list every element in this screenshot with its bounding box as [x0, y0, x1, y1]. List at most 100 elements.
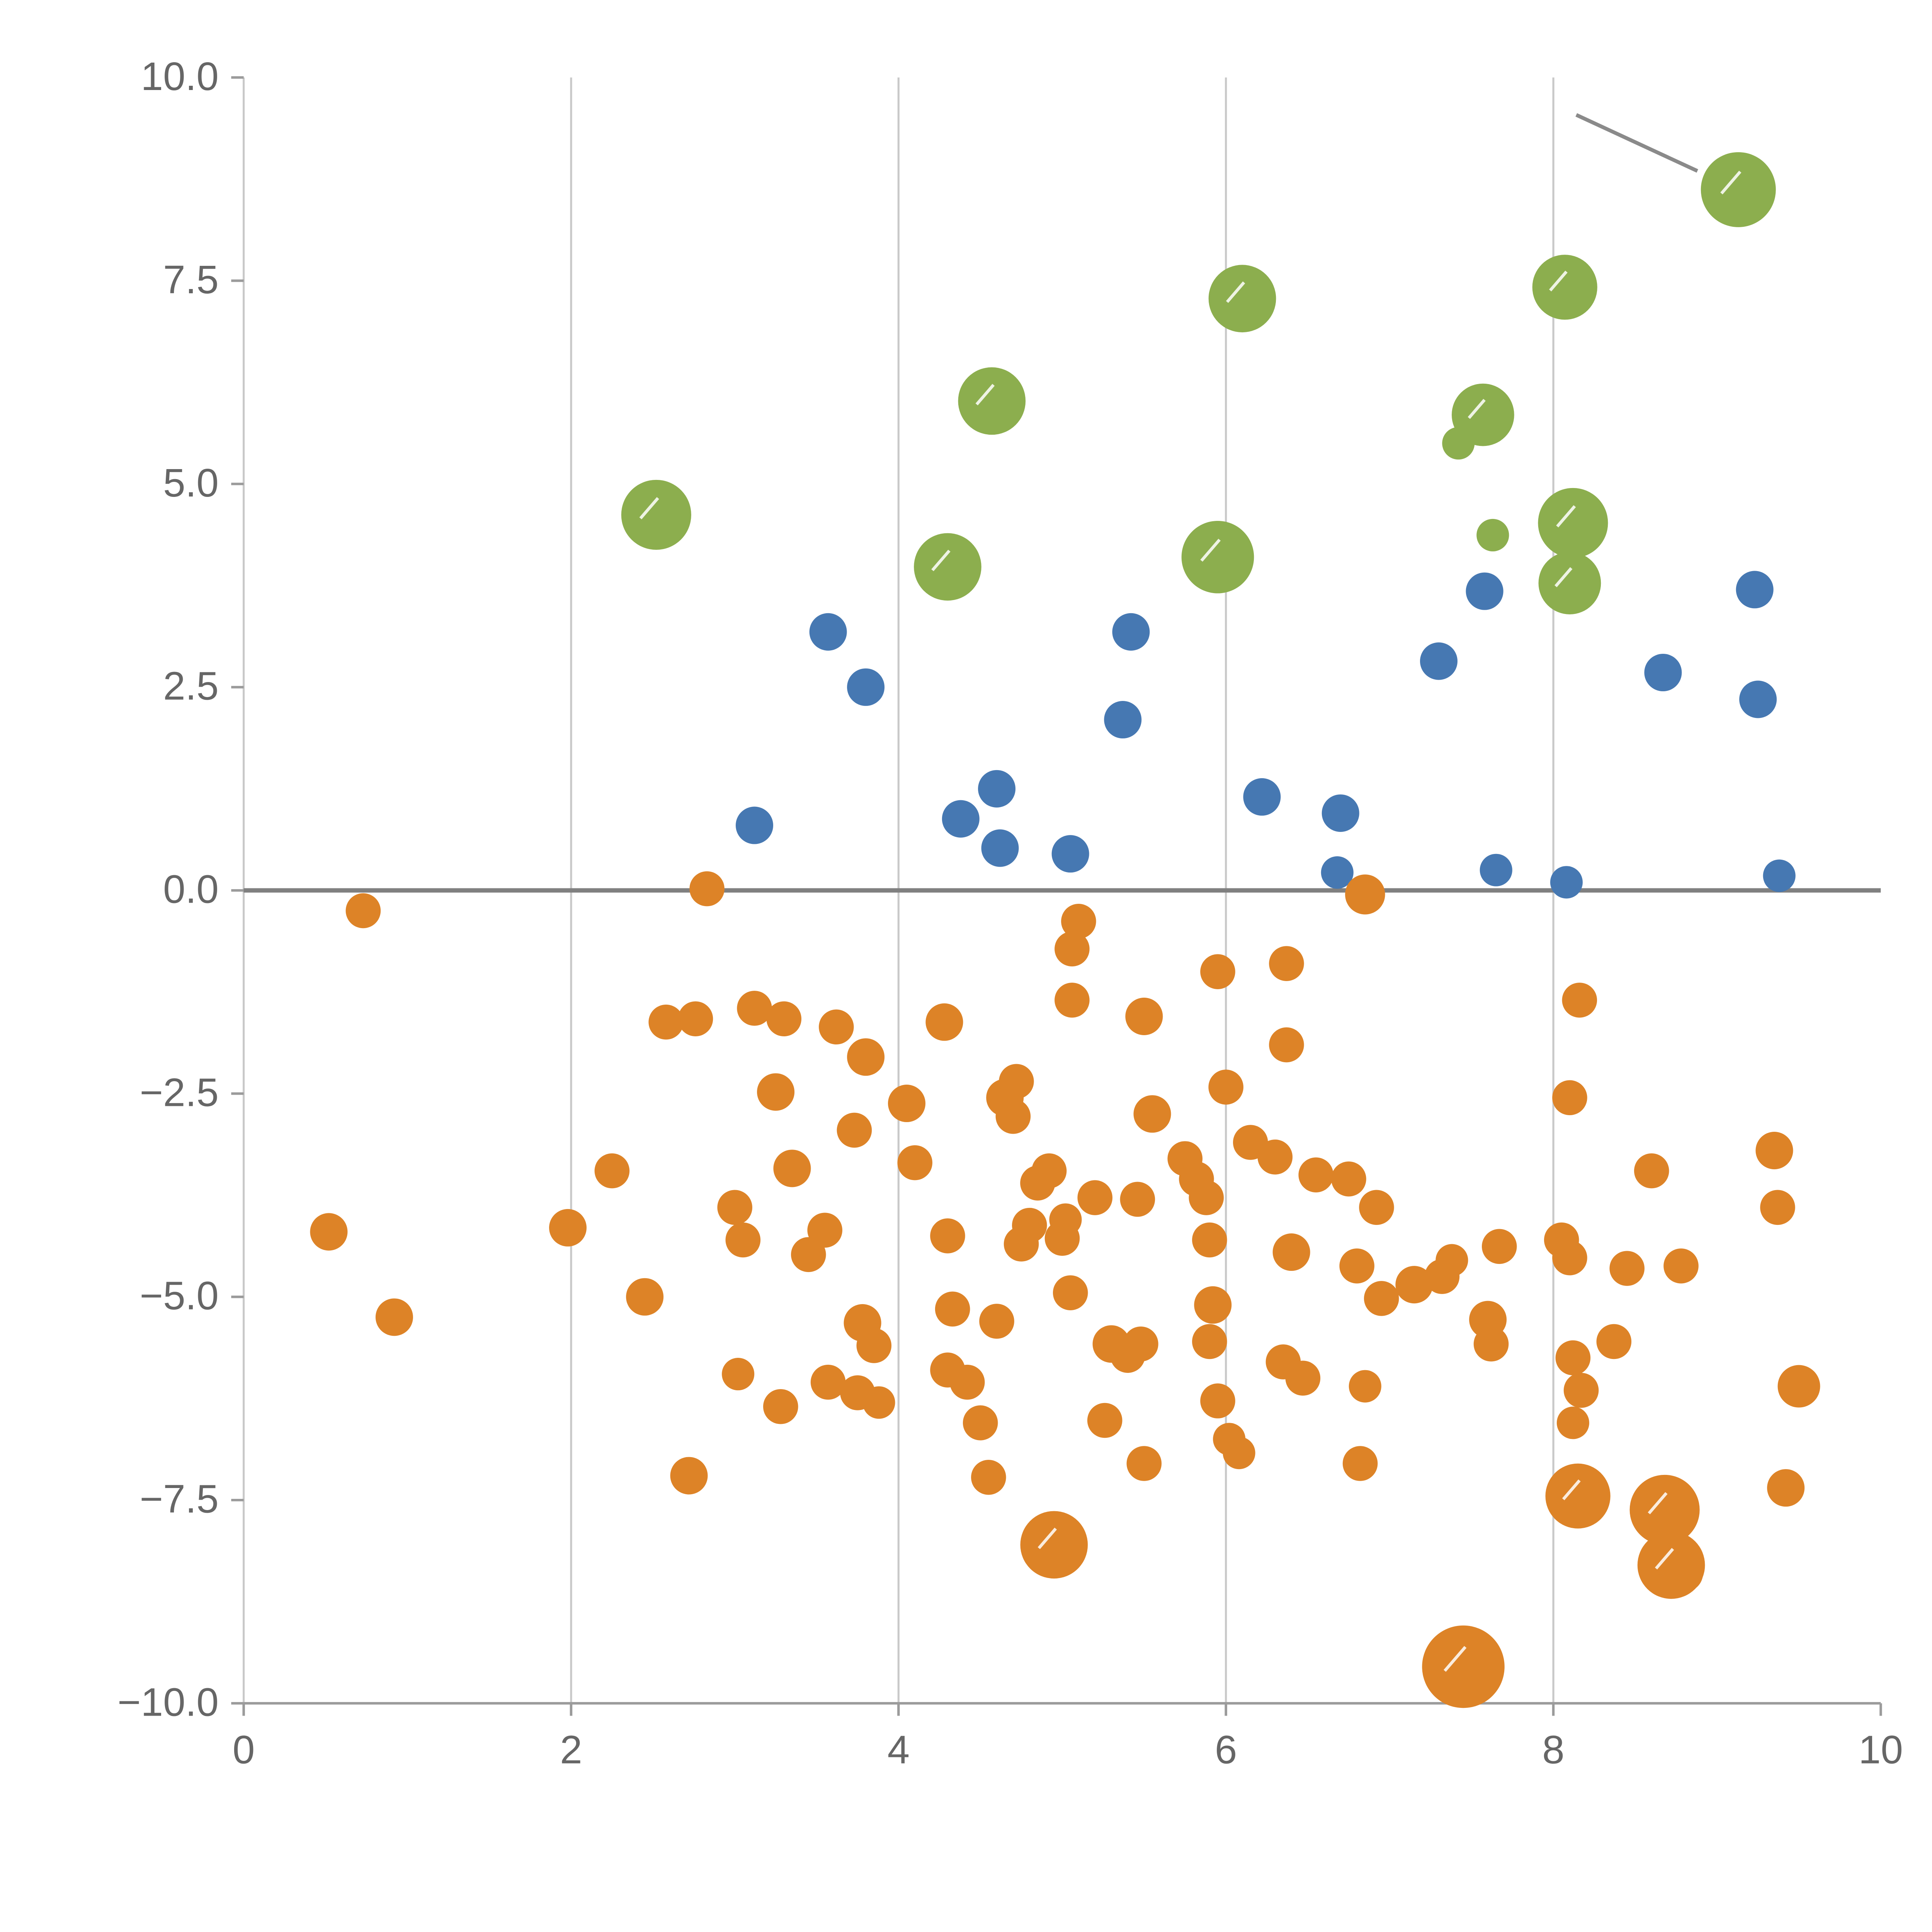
data-point-blue-dots [1104, 701, 1142, 739]
data-point-orange-dots [678, 1001, 713, 1037]
data-point-green-bubbles [621, 480, 691, 550]
data-point-orange-dots [1223, 1437, 1255, 1469]
data-point-orange-dots [1061, 904, 1096, 939]
data-point-orange-dots [1555, 1340, 1591, 1376]
data-point-green-bubbles [1538, 552, 1601, 614]
data-point-orange-dots [725, 1222, 761, 1258]
data-point-blue-dots [1112, 613, 1150, 651]
bubble-whisker [931, 549, 951, 571]
data-point-orange-dots [925, 1003, 963, 1041]
data-point-orange-dots [995, 1099, 1031, 1134]
data-point-orange-dots [1767, 1469, 1805, 1507]
data-points [310, 152, 1820, 1708]
bubble-whisker [1655, 1548, 1674, 1570]
data-point-orange-dots [999, 1064, 1034, 1099]
data-point-orange-dots [1777, 1365, 1820, 1408]
data-point-blue-dots [1420, 642, 1458, 680]
bubble-whisker [1720, 170, 1742, 195]
data-point-orange-dots [1629, 1475, 1700, 1545]
data-point-orange-dots [979, 1304, 1014, 1339]
tick-labels: 10.0 7.5 5.0 2.5 0.0 −2.5 −5.0 −7.5 −10.0 0 2 4 6 8 10 [117, 54, 1903, 1772]
data-point-orange-dots [375, 1298, 413, 1336]
data-point-orange-dots [1298, 1157, 1334, 1192]
x-tick-label: 10 [1859, 1727, 1903, 1772]
data-point-orange-dots [1272, 1233, 1310, 1271]
data-point-orange-dots [648, 1004, 684, 1040]
y-tick-label: 5.0 [163, 460, 219, 505]
data-point-orange-dots [1194, 1286, 1232, 1324]
data-point-green-bubbles [1538, 488, 1608, 558]
data-point-orange-dots [763, 1389, 798, 1424]
data-point-green-bubbles [1181, 520, 1254, 594]
data-point-blue-dots [1480, 854, 1512, 886]
data-point-blue-dots [1644, 653, 1682, 692]
data-point-green-bubbles [1532, 255, 1597, 320]
y-tick-label: 7.5 [163, 257, 219, 302]
data-point-orange-dots [1552, 1240, 1587, 1276]
data-point-orange-dots [888, 1085, 926, 1122]
data-point-orange-dots [1339, 1248, 1374, 1284]
data-point-orange-dots [594, 1153, 630, 1189]
data-point-orange-dots [1189, 1180, 1224, 1215]
data-point-orange-dots [1123, 1326, 1158, 1362]
data-point-orange-dots [1054, 931, 1090, 967]
data-point-green-bubbles [914, 533, 981, 601]
data-point-orange-dots [1563, 1372, 1599, 1408]
bubble-whisker [1648, 1492, 1668, 1515]
data-point-blue-dots [1243, 778, 1281, 816]
data-point-orange-dots [1359, 1190, 1394, 1225]
data-point-orange-dots [626, 1278, 664, 1316]
x-tick-label: 0 [233, 1727, 255, 1772]
data-point-orange-dots [1200, 954, 1235, 989]
y-tick-label: 0.0 [163, 867, 219, 912]
data-point-orange-dots [1481, 1229, 1517, 1264]
data-point-orange-dots [757, 1073, 795, 1111]
data-point-orange-dots [1012, 1208, 1047, 1243]
data-point-blue-dots [942, 800, 980, 838]
bubble-whisker [1226, 281, 1245, 303]
data-point-orange-dots [1663, 1248, 1699, 1284]
data-point-blue-dots [1736, 571, 1774, 609]
data-point-orange-dots [819, 1009, 854, 1045]
data-point-orange-dots [1285, 1361, 1321, 1396]
data-point-orange-dots [935, 1291, 970, 1327]
data-point-orange-dots [1031, 1153, 1067, 1189]
data-point-blue-dots [978, 770, 1016, 808]
data-point-orange-dots [1049, 1203, 1082, 1236]
data-point-orange-dots [1422, 1625, 1505, 1708]
data-point-orange-dots [1596, 1324, 1632, 1359]
data-point-orange-dots [689, 871, 724, 906]
data-point-orange-dots [930, 1218, 965, 1253]
data-point-blue-dots [809, 613, 847, 651]
data-point-orange-dots [807, 1213, 842, 1248]
bubble-whisker [1444, 1646, 1467, 1672]
data-point-orange-dots [310, 1213, 348, 1251]
y-tick-label: 10.0 [141, 54, 219, 99]
data-point-green-bubbles [1442, 427, 1475, 460]
data-point-orange-dots [856, 1328, 892, 1363]
data-point-orange-dots [670, 1457, 708, 1495]
data-point-orange-dots [1331, 1161, 1366, 1197]
bubble-whisker [1562, 1479, 1581, 1500]
data-point-blue-dots [1763, 859, 1796, 892]
data-point-orange-dots [950, 1364, 985, 1400]
data-point-green-bubbles [1476, 519, 1509, 552]
data-point-orange-dots [1126, 1446, 1162, 1481]
bubble-whisker [975, 384, 995, 406]
data-point-orange-dots [971, 1460, 1006, 1495]
data-point-orange-dots [1120, 1182, 1155, 1217]
data-point-orange-dots [766, 1001, 802, 1037]
bubble-whisker [1549, 270, 1568, 292]
bubble-whisker [1200, 539, 1221, 562]
data-point-orange-dots [345, 893, 381, 929]
data-point-orange-dots [897, 1145, 933, 1180]
data-point-orange-dots [549, 1209, 587, 1247]
data-point-orange-dots [1609, 1251, 1645, 1286]
data-point-orange-dots [810, 1364, 846, 1400]
data-point-orange-dots [1562, 983, 1597, 1018]
data-point-orange-dots [1257, 1139, 1293, 1175]
data-point-green-bubbles [958, 367, 1026, 435]
data-point-orange-dots [1200, 1383, 1235, 1418]
data-point-orange-dots [717, 1190, 752, 1225]
y-tick-label: −5.0 [140, 1273, 219, 1318]
